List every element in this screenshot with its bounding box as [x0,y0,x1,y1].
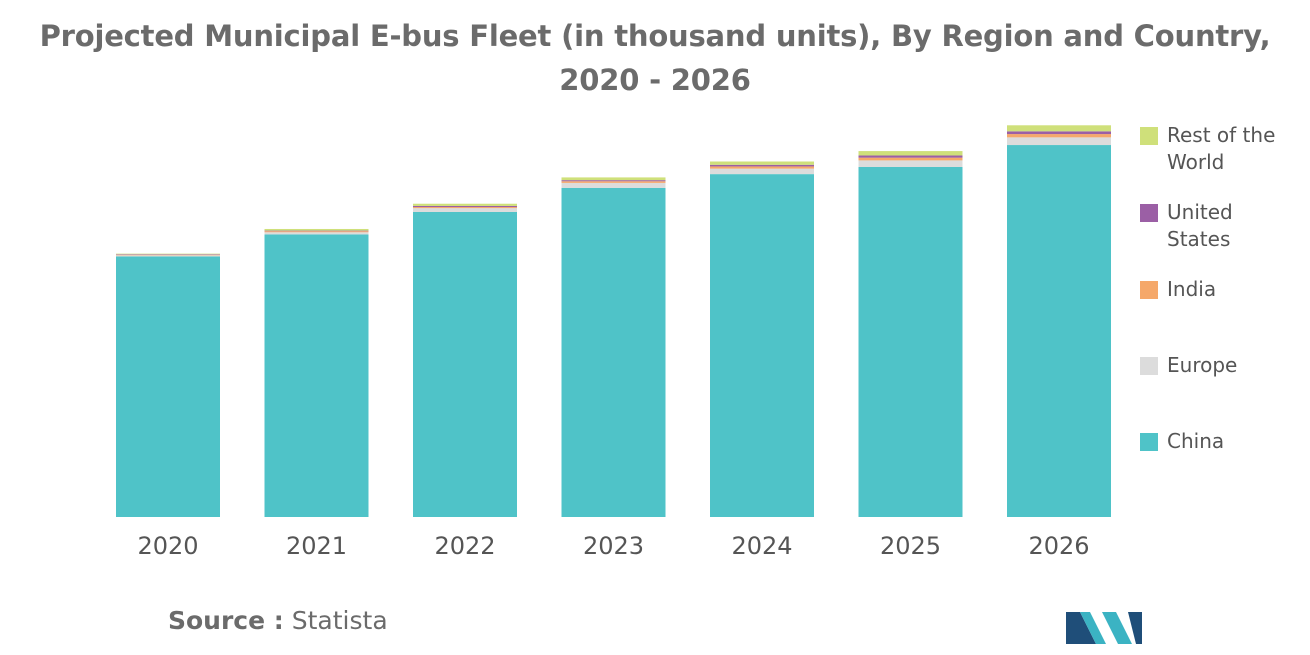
bar-united-states-2023 [561,180,666,182]
bar-united-states-2021 [264,230,369,232]
legend-label: United States [1167,200,1233,251]
bar-rest-of-the-world-2020 [116,253,220,255]
source-note: Source : Statista [168,606,388,635]
x-axis-ticks: 2020 2021 2022 2023 2024 2025 2026 [137,532,1089,560]
bar-united-states-2022 [413,205,517,208]
chart-title: Projected Municipal E-bus Fleet (in thou… [39,19,1271,97]
bar-united-states-2025 [858,155,963,158]
x-tick-label: 2023 [583,532,644,560]
chart-area: 2020 2021 2022 2023 2024 2025 2026 [116,125,1111,560]
bar-china-2020 [116,256,220,517]
bar-europe-2020 [116,255,220,257]
bar-europe-2025 [858,160,963,167]
bar-rest-of-the-world-2025 [858,151,963,156]
legend-swatch [1140,281,1158,299]
bar-india-2023 [561,181,666,183]
bar-china-2021 [264,234,369,517]
x-tick-label: 2021 [286,532,347,560]
bar-rest-of-the-world-2026 [1007,125,1111,132]
bar-india-2022 [413,207,517,209]
bar-india-2020 [116,254,220,256]
legend-item-europe: Europe [1140,352,1297,379]
legend-swatch [1140,433,1158,451]
source-value: Statista [291,606,388,635]
legend-label: Europe [1167,353,1238,377]
legend-swatch [1140,127,1158,145]
bar-rest-of-the-world-2021 [264,228,369,231]
legend-label: China [1167,429,1225,453]
bar-india-2026 [1007,134,1111,138]
legend-swatch [1140,357,1158,375]
brand-logo-icon [1066,612,1142,644]
x-tick-label: 2024 [731,532,792,560]
bar-united-states-2026 [1007,131,1111,135]
bar-europe-2026 [1007,137,1111,146]
legend-label: India [1167,277,1217,301]
bar-china-2023 [561,187,666,518]
bar-rest-of-the-world-2022 [413,203,517,206]
x-tick-label: 2026 [1028,532,1089,560]
bar-india-2021 [264,231,369,233]
legend-item-united-states: United States [1140,199,1297,253]
bar-rest-of-the-world-2023 [561,177,666,181]
bar-europe-2024 [710,168,814,175]
legend-item-rest-of-the-world: Rest of the World [1140,122,1297,176]
legend-item-india: India [1140,276,1297,303]
bar-europe-2021 [264,232,369,235]
bar-china-2026 [1007,145,1111,517]
x-tick-label: 2020 [137,532,198,560]
bar-group [116,125,1111,518]
legend-item-china: China [1140,428,1297,455]
bar-united-states-2024 [710,164,814,167]
bar-europe-2023 [561,182,666,188]
source-label: Source : [168,606,284,635]
x-tick-label: 2022 [434,532,495,560]
legend-label: Rest of the World [1167,123,1276,174]
bar-india-2025 [858,157,963,161]
bar-china-2022 [413,211,517,517]
legend-swatch [1140,204,1158,222]
bar-rest-of-the-world-2024 [710,161,814,165]
bar-united-states-2020 [116,254,220,255]
bar-india-2024 [710,166,814,169]
bar-china-2024 [710,174,814,518]
bar-europe-2022 [413,208,517,212]
bar-china-2025 [858,166,963,517]
x-tick-label: 2025 [880,532,941,560]
